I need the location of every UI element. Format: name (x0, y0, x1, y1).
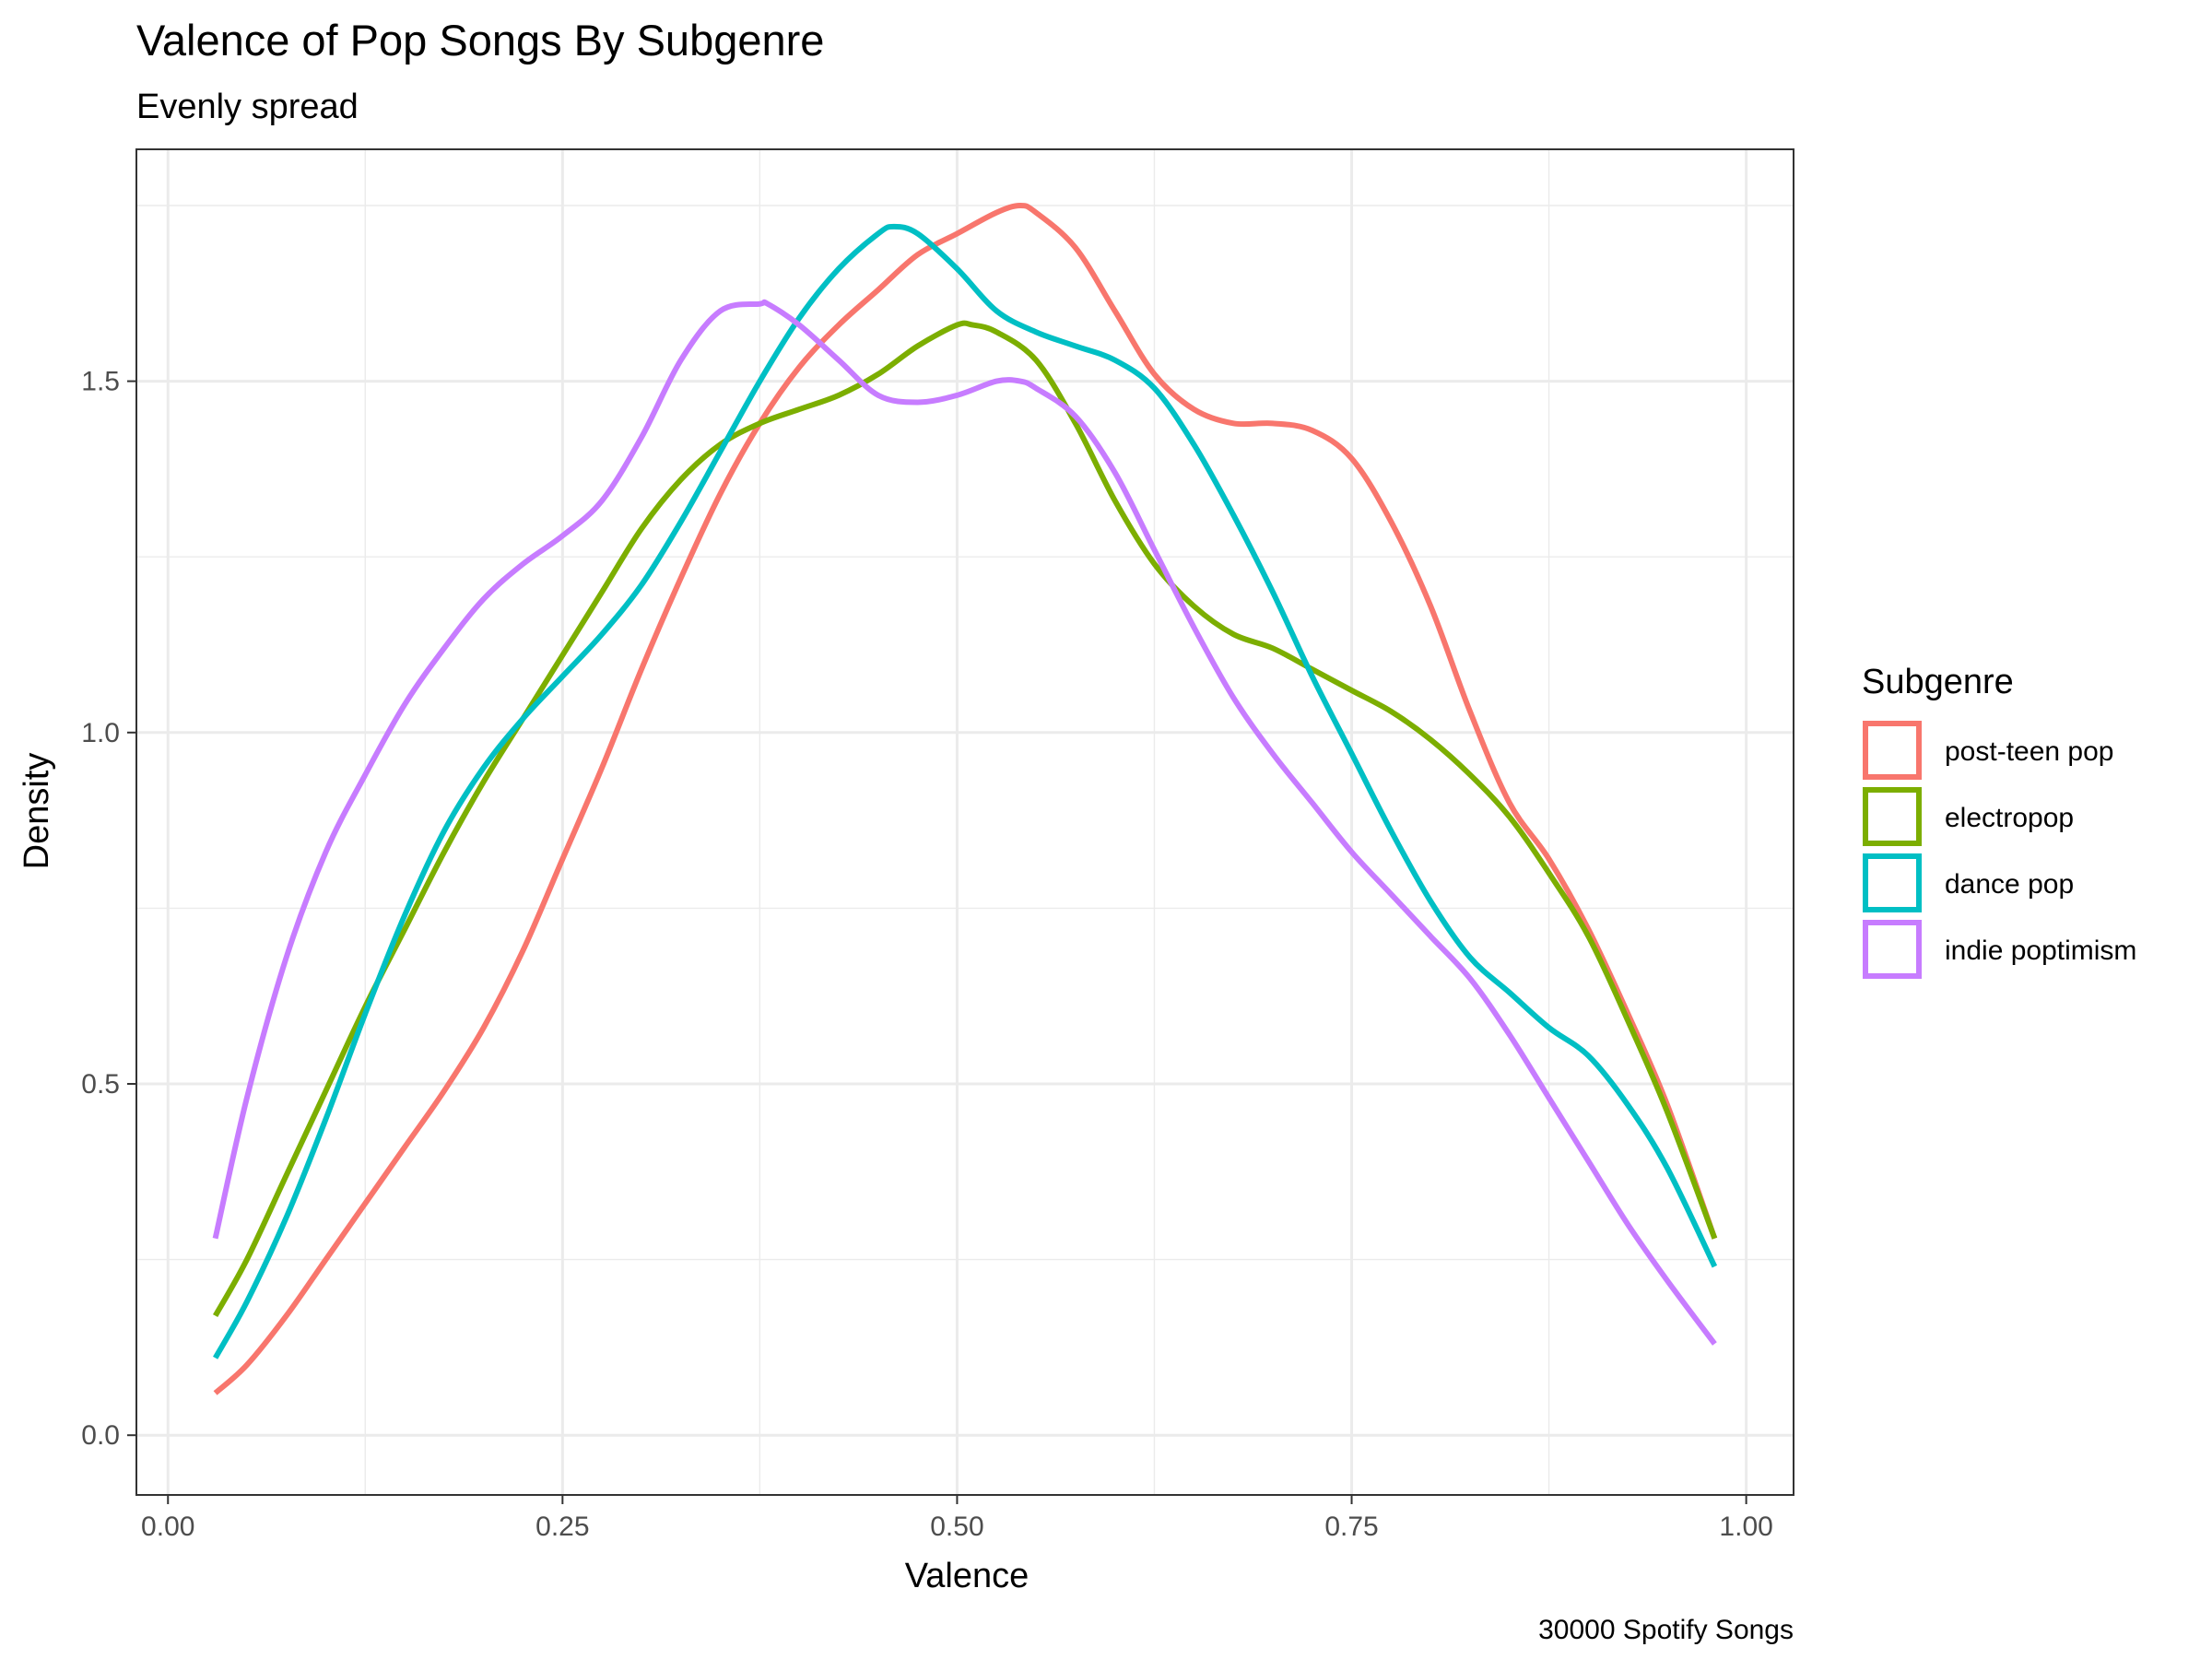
plot-panel (135, 148, 1794, 1496)
panel-background (136, 149, 1794, 1495)
y-tick-label: 1.5 (81, 367, 120, 397)
y-axis: 0.0 0.5 1.0 1.5 (81, 367, 136, 1451)
x-tick-label: 0.25 (535, 1512, 589, 1542)
legend-label-electropop: electropop (1945, 803, 2074, 833)
x-axis-title: Valence (905, 1557, 1030, 1595)
density-line-electropop (213, 320, 1718, 1318)
legend-title: Subgenre (1862, 663, 2014, 701)
major-gridlines (136, 149, 1794, 1495)
density-lines (212, 202, 1718, 1395)
legend-key-dance-pop (1863, 853, 1922, 912)
x-axis: 0.00 0.25 0.50 0.75 1.00 (141, 1495, 1773, 1542)
legend-label-dance-pop: dance pop (1945, 869, 2074, 900)
x-tick-label: 0.50 (930, 1512, 983, 1542)
legend-items: post-teen pop electropop dance pop indie po… (1863, 721, 2136, 979)
density-line-dance-pop (213, 223, 1718, 1359)
x-tick-label: 0.75 (1324, 1512, 1378, 1542)
legend-label-indie-poptimism: indie poptimism (1945, 935, 2136, 966)
density-line-post-teen-pop (213, 202, 1718, 1395)
legend-key-electropop (1863, 787, 1922, 846)
chart-title: Valence of Pop Songs By Subgenre (136, 16, 824, 65)
legend: Subgenre post-teen pop electropop dance po… (1862, 663, 2136, 979)
legend-key-post-teen-pop (1863, 721, 1922, 780)
y-tick-label: 1.0 (81, 718, 120, 748)
chart-caption: 30000 Spotify Songs (1538, 1615, 1794, 1645)
x-tick-label: 1.00 (1719, 1512, 1772, 1542)
y-axis-title: Density (18, 753, 56, 870)
legend-key-indie-poptimism (1863, 920, 1922, 979)
legend-label-post-teen-pop: post-teen pop (1945, 736, 2113, 767)
x-tick-label: 0.00 (141, 1512, 194, 1542)
y-tick-label: 0.0 (81, 1420, 120, 1451)
density-line-indie-poptimism (212, 299, 1717, 1346)
y-tick-label: 0.5 (81, 1069, 120, 1100)
panel-border (135, 148, 1794, 1496)
chart-subtitle: Evenly spread (136, 88, 359, 126)
